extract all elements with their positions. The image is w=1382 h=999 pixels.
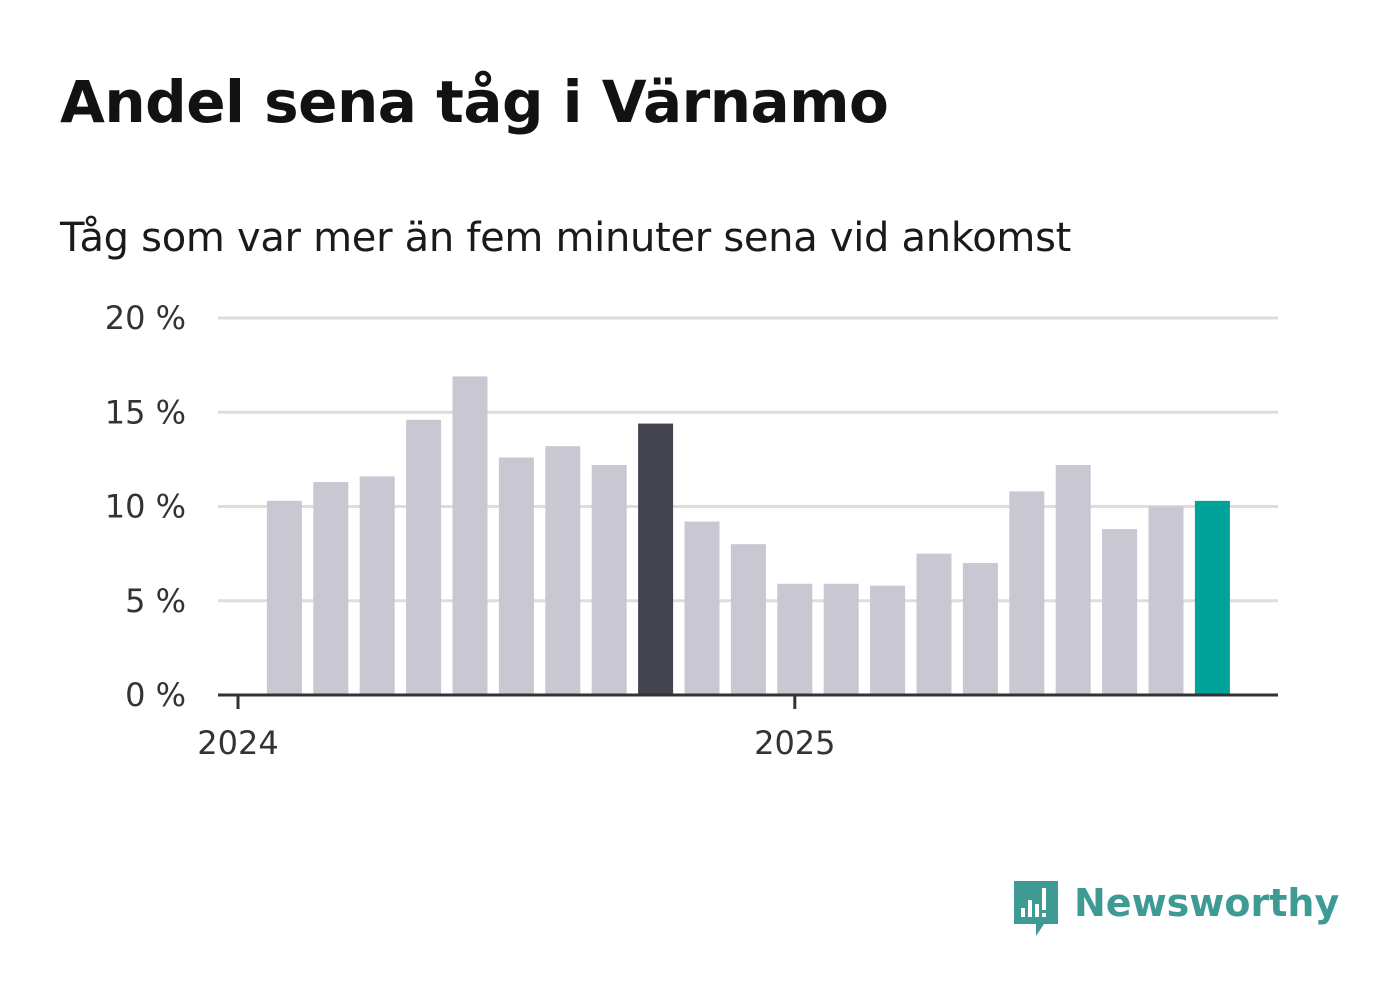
x-tick-label: 2024 (197, 724, 278, 762)
bar (1148, 506, 1184, 695)
bar (359, 476, 395, 695)
y-tick-label: 0 % (125, 676, 186, 714)
bar (962, 563, 998, 695)
bar (684, 521, 720, 695)
chart-subtitle: Tåg som var mer än fem minuter sena vid … (60, 215, 1072, 261)
bar-chart: 0 % 5 % 10 % 15 % 20 % 2024 2025 (105, 299, 1278, 762)
newsworthy-logo-icon (1014, 881, 1058, 936)
bar (638, 423, 674, 695)
bar (916, 553, 952, 695)
chart-title: Andel sena tåg i Värnamo (60, 68, 889, 136)
brand-logo: Newsworthy (1010, 878, 1339, 940)
brand-name: Newsworthy (1074, 881, 1340, 925)
y-tick-label: 10 % (105, 488, 186, 526)
bar (591, 465, 627, 695)
bar (266, 500, 302, 695)
x-tick-label: 2025 (754, 724, 835, 762)
y-tick-label: 15 % (105, 393, 186, 431)
bar (1194, 500, 1230, 695)
bar (777, 583, 813, 695)
y-tick-label: 5 % (125, 582, 186, 620)
bar (313, 481, 349, 695)
bar (730, 544, 766, 695)
bar (1009, 491, 1045, 695)
y-tick-label: 20 % (105, 299, 186, 337)
bar (1102, 529, 1138, 695)
bar (823, 583, 859, 695)
bar (406, 419, 442, 695)
bar (498, 457, 534, 695)
bar (870, 585, 906, 695)
bar (452, 376, 488, 695)
bar (1055, 465, 1091, 695)
bar (545, 446, 581, 695)
